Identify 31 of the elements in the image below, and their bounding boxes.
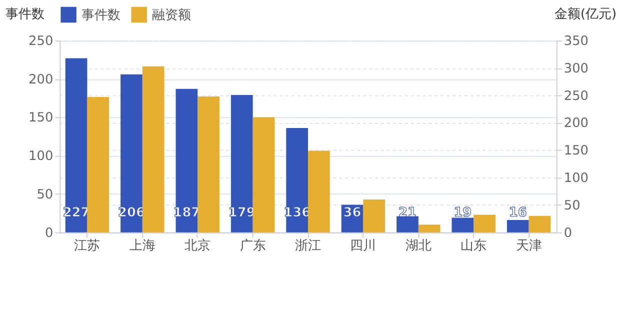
bar <box>396 216 418 232</box>
y2-tick-label: 350 <box>564 34 589 50</box>
y-axis-title: 事件数 <box>5 7 44 22</box>
y2-axis-title: 金额(亿元) <box>554 7 617 22</box>
x-tick-label: 湖北 <box>405 238 432 254</box>
y-tick-label: 0 <box>44 226 54 241</box>
x-tick-label: 浙江 <box>295 238 322 254</box>
y-tick-label: 100 <box>28 149 54 164</box>
y2-tick-label: 100 <box>564 171 589 186</box>
x-tick-label: 四川 <box>350 238 376 254</box>
y2-tick-label: 50 <box>564 198 580 214</box>
x-tick-label: 山东 <box>460 238 487 254</box>
data-label: 21 <box>398 205 416 220</box>
x-tick-label: 广东 <box>240 238 266 254</box>
y-tick-label: 200 <box>28 72 54 88</box>
x-tick-label: 北京 <box>184 238 211 254</box>
y-tick-label: 250 <box>28 34 54 50</box>
data-label: 16 <box>508 205 527 220</box>
x-tick-label: 江苏 <box>74 238 100 254</box>
y2-tick-label: 0 <box>564 226 572 241</box>
legend-label: 事件数 <box>81 8 120 23</box>
y2-tick-label: 200 <box>564 116 589 132</box>
y-tick-label: 150 <box>28 110 54 126</box>
y2-tick-label: 300 <box>564 61 589 76</box>
data-label: 19 <box>454 205 472 220</box>
y2-tick-label: 150 <box>564 144 589 159</box>
y2-tick-label: 250 <box>564 88 589 104</box>
y-tick-label: 50 <box>36 187 54 202</box>
x-tick-label: 天津 <box>516 238 542 254</box>
legend-label: 融资额 <box>152 8 192 23</box>
x-tick-label: 上海 <box>129 238 156 254</box>
